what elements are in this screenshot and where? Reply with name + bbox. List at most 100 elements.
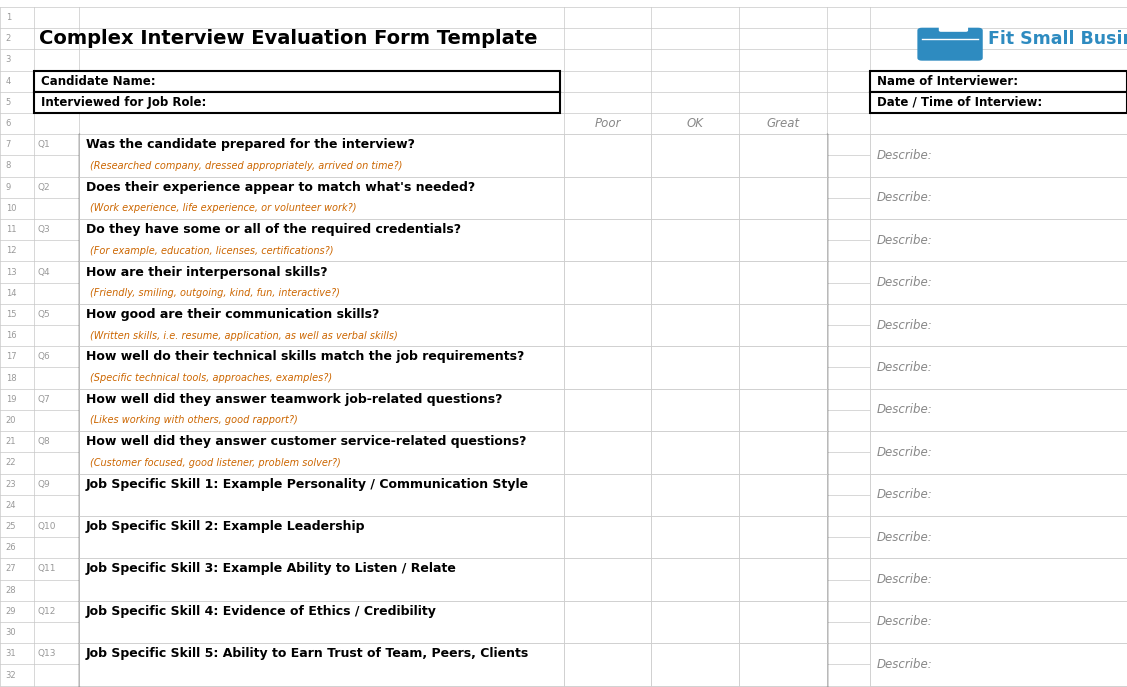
Bar: [79, 431, 564, 473]
Text: Was the candidate prepared for the interview?: Was the candidate prepared for the inter…: [86, 138, 415, 151]
Bar: [564, 177, 651, 219]
Text: Complex Interview Evaluation Form Template: Complex Interview Evaluation Form Templa…: [39, 29, 538, 48]
Bar: [739, 516, 827, 559]
Bar: [651, 134, 739, 177]
Text: 30: 30: [6, 628, 16, 637]
Bar: [651, 431, 739, 473]
Bar: [870, 134, 1127, 177]
Bar: [739, 177, 827, 219]
Text: 18: 18: [6, 374, 16, 383]
Bar: [870, 516, 1127, 559]
Bar: [564, 346, 651, 389]
Bar: [651, 389, 739, 431]
Bar: [79, 516, 564, 559]
Bar: [564, 262, 651, 304]
Text: 27: 27: [6, 565, 16, 574]
Text: Q10: Q10: [37, 522, 55, 531]
Bar: [564, 643, 651, 686]
Text: 20: 20: [6, 416, 16, 425]
Text: Interviewed for Job Role:: Interviewed for Job Role:: [41, 95, 206, 109]
Bar: [79, 134, 564, 177]
Text: 13: 13: [6, 267, 16, 276]
Bar: [564, 219, 651, 262]
Text: (Researched company, dressed appropriately, arrived on time?): (Researched company, dressed appropriate…: [90, 161, 402, 171]
Text: 9: 9: [6, 183, 11, 192]
Text: Q2: Q2: [37, 183, 50, 192]
Bar: [870, 177, 1127, 219]
Text: Name of Interviewer:: Name of Interviewer:: [877, 75, 1018, 88]
Bar: [79, 389, 564, 431]
Text: Great: Great: [766, 117, 800, 130]
Text: Describe:: Describe:: [877, 616, 932, 629]
Text: Describe:: Describe:: [877, 149, 932, 162]
Text: 6: 6: [6, 119, 11, 128]
Bar: [870, 389, 1127, 431]
Bar: [651, 559, 739, 600]
Text: 21: 21: [6, 437, 16, 446]
Text: Q7: Q7: [37, 395, 50, 404]
Text: Q12: Q12: [37, 607, 55, 616]
Bar: [564, 600, 651, 643]
Text: 2: 2: [6, 34, 11, 43]
Bar: [739, 431, 827, 473]
Text: (Customer focused, good listener, problem solver?): (Customer focused, good listener, proble…: [90, 458, 340, 468]
Text: 19: 19: [6, 395, 16, 404]
Text: Q13: Q13: [37, 649, 55, 658]
Text: Q8: Q8: [37, 437, 50, 446]
Bar: [79, 177, 564, 219]
Bar: [739, 559, 827, 600]
Text: 15: 15: [6, 310, 16, 319]
Text: Q5: Q5: [37, 310, 50, 319]
Bar: [870, 262, 1127, 304]
Bar: [651, 219, 739, 262]
Bar: [79, 600, 564, 643]
Text: 22: 22: [6, 458, 16, 467]
Text: 5: 5: [6, 98, 11, 106]
Bar: [651, 177, 739, 219]
Bar: [870, 346, 1127, 389]
Bar: [870, 304, 1127, 346]
Text: Candidate Name:: Candidate Name:: [41, 75, 156, 88]
Bar: [79, 346, 564, 389]
Bar: [870, 431, 1127, 473]
Bar: [870, 600, 1127, 643]
Text: 16: 16: [6, 331, 16, 340]
Text: (Likes working with others, good rapport?): (Likes working with others, good rapport…: [90, 416, 298, 425]
Text: (Specific technical tools, approaches, examples?): (Specific technical tools, approaches, e…: [90, 373, 332, 383]
Bar: [564, 559, 651, 600]
Text: OK: OK: [686, 117, 704, 130]
Text: Q11: Q11: [37, 565, 55, 574]
Bar: [651, 600, 739, 643]
Bar: [564, 134, 651, 177]
Text: 32: 32: [6, 671, 16, 679]
Bar: [870, 219, 1127, 262]
Text: 31: 31: [6, 649, 16, 658]
Text: How well did they answer customer service-related questions?: How well did they answer customer servic…: [86, 435, 526, 448]
Bar: [651, 516, 739, 559]
Text: 12: 12: [6, 247, 16, 256]
Text: Describe:: Describe:: [877, 573, 932, 586]
Bar: [564, 516, 651, 559]
Bar: [34, 71, 560, 91]
Bar: [651, 262, 739, 304]
Text: Date / Time of Interview:: Date / Time of Interview:: [877, 95, 1042, 109]
Text: 24: 24: [6, 501, 16, 510]
Bar: [870, 473, 1127, 516]
Text: Does their experience appear to match what's needed?: Does their experience appear to match wh…: [86, 181, 474, 194]
Text: 8: 8: [6, 161, 11, 170]
Text: Describe:: Describe:: [877, 658, 932, 671]
Text: How well do their technical skills match the job requirements?: How well do their technical skills match…: [86, 350, 524, 363]
Bar: [79, 473, 564, 516]
Text: 14: 14: [6, 289, 16, 297]
Text: Do they have some or all of the required credentials?: Do they have some or all of the required…: [86, 223, 461, 236]
Bar: [870, 71, 1127, 91]
Text: Describe:: Describe:: [877, 446, 932, 459]
Bar: [79, 262, 564, 304]
Bar: [739, 262, 827, 304]
Text: How good are their communication skills?: How good are their communication skills?: [86, 308, 379, 321]
Bar: [79, 219, 564, 262]
Text: How well did they answer teamwork job-related questions?: How well did they answer teamwork job-re…: [86, 393, 503, 406]
Text: 17: 17: [6, 352, 16, 361]
Text: Describe:: Describe:: [877, 488, 932, 502]
Text: Describe:: Describe:: [877, 530, 932, 543]
